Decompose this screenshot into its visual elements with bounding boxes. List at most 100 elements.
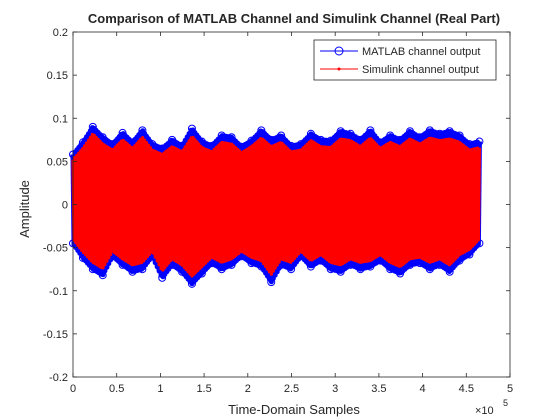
series-marker [287,141,296,150]
y-tick-label: 0.1 [53,113,68,125]
x-tick-label: 5 [507,383,513,395]
series-marker [217,265,226,274]
series-marker [425,126,434,135]
series-marker [128,267,137,276]
series-marker [316,256,325,265]
x-tick-label: 4 [420,383,426,395]
series-marker [356,265,365,274]
series-marker [346,129,355,138]
series-marker [415,133,424,142]
x-tick-label: 2 [245,383,251,395]
series-marker [267,278,276,287]
x-exponent-power: 5 [503,398,508,408]
series-marker [346,260,355,269]
series-marker [396,269,405,278]
series-marker [366,262,375,271]
chart-title: Comparison of MATLAB Channel and Simulin… [88,11,500,26]
x-tick-label: 1 [157,383,163,395]
series-marker [98,271,107,280]
series-marker [326,265,335,274]
series-marker [296,140,305,149]
x-exponent: ×10 5 [475,398,508,417]
x-tick-label: 3.5 [371,383,386,395]
series-marker [415,259,424,268]
series-line [71,132,481,278]
series-marker [187,124,196,133]
series-marker [326,136,335,145]
series-marker [386,265,395,274]
legend-label-matlab: MATLAB channel output [362,46,480,58]
series-marker [356,135,365,144]
series-marker [168,260,177,269]
series-marker [78,253,87,262]
y-tick-label: 0 [62,200,68,212]
x-exponent-base: ×10 [475,405,494,417]
legend: MATLAB channel output Simulink channel o… [313,39,497,81]
series-marker [455,256,464,265]
series-marker [406,127,415,136]
series-core-band [73,153,480,256]
series-marker [366,126,375,135]
y-tick-label: 0.15 [47,70,68,82]
series-marker [455,131,464,140]
series-marker [406,260,415,269]
series-marker [217,131,226,140]
series-simulink [71,132,481,278]
y-tick-label: -0.15 [43,329,68,341]
x-tick-label: 4.5 [459,383,474,395]
series-marker [197,269,206,278]
series-marker [227,133,236,142]
series-marker [158,144,167,153]
series-marker [237,142,246,151]
series-marker [207,259,216,268]
series-marker [108,140,117,149]
series-marker [396,135,405,144]
x-tick-label: 0.5 [109,383,124,395]
legend-item-matlab: MATLAB channel output [320,46,480,58]
legend-marker-matlab [334,46,344,56]
series-layer [69,122,484,288]
y-tick-label: -0.05 [43,243,68,255]
series-marker [445,267,454,276]
series-marker [336,127,345,136]
x-tick-label: 2.5 [284,383,299,395]
series-marker [475,137,484,146]
series-marker [386,131,395,140]
series-marker [118,128,127,137]
y-axis-label: Amplitude [17,180,32,238]
series-marker [316,135,325,144]
series-marker [376,138,385,147]
y-tick-label: 0.2 [53,27,68,39]
y-tick-label: -0.2 [49,372,68,384]
legend-box [313,39,497,81]
series-marker [168,135,177,144]
legend-item-simulink: Simulink channel output [320,64,479,76]
series-marker [435,129,444,138]
series-marker [277,131,286,140]
series-marker [98,133,107,142]
series-marker [247,136,256,145]
series-line [70,125,482,287]
series-marker [465,140,474,149]
series-marker [376,256,385,265]
y-tick-label: 0.05 [47,156,68,168]
series-marker [336,267,345,276]
series-marker [267,135,276,144]
x-tick-label: 0 [70,383,76,395]
series-marker [138,126,147,135]
series-marker [247,259,256,268]
series-marker [306,262,315,271]
legend-marker-simulink [337,67,341,71]
series-marker [207,141,216,150]
series-marker [435,260,444,269]
legend-label-simulink: Simulink channel output [362,64,479,76]
series-marker [227,260,236,269]
series-marker [178,267,187,276]
series-marker [187,279,196,288]
series-marker [287,265,296,274]
series-marker [257,126,266,135]
series-marker [425,265,434,274]
series-marker [158,273,167,282]
